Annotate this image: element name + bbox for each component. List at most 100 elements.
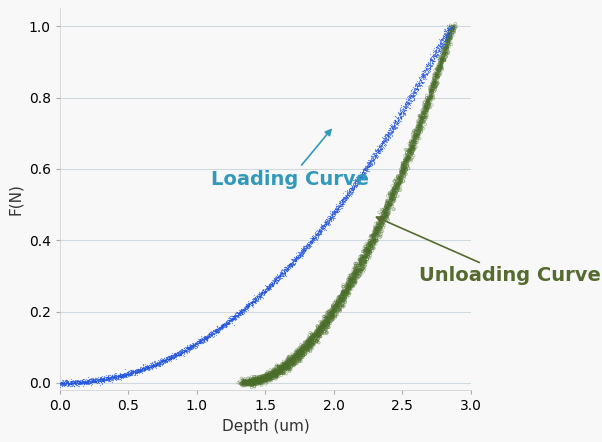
Point — [206, 329, 216, 336]
Point — [61, 380, 70, 387]
Point — [390, 184, 400, 191]
Point — [275, 370, 285, 377]
Point — [321, 222, 331, 229]
Point — [294, 249, 304, 256]
Point — [307, 234, 317, 241]
Point — [225, 317, 234, 324]
Point — [362, 158, 372, 165]
Point — [244, 380, 253, 387]
Point — [63, 380, 72, 387]
Point — [364, 244, 374, 251]
Point — [338, 194, 348, 201]
Point — [281, 271, 290, 278]
Point — [411, 80, 421, 88]
Point — [340, 290, 350, 297]
Point — [118, 372, 128, 379]
Point — [396, 168, 406, 175]
Point — [347, 272, 357, 279]
Point — [335, 300, 344, 307]
Point — [185, 343, 194, 351]
Point — [224, 319, 234, 326]
Point — [176, 352, 186, 359]
Point — [410, 133, 420, 141]
Point — [449, 23, 459, 30]
Point — [381, 135, 391, 142]
Point — [402, 154, 411, 161]
Point — [231, 315, 240, 322]
Point — [324, 320, 334, 327]
Point — [425, 56, 435, 63]
Point — [426, 90, 435, 97]
Point — [442, 42, 452, 49]
Point — [343, 282, 353, 289]
Point — [272, 369, 281, 376]
Point — [258, 289, 267, 296]
Point — [127, 369, 137, 376]
Point — [304, 240, 314, 247]
Point — [271, 370, 281, 377]
Point — [426, 63, 435, 70]
Point — [181, 348, 190, 355]
Point — [444, 32, 454, 39]
Point — [361, 254, 371, 261]
Point — [363, 242, 373, 249]
Point — [424, 61, 434, 69]
Point — [117, 373, 127, 380]
Point — [260, 286, 270, 293]
Point — [372, 154, 382, 161]
Point — [79, 379, 89, 386]
Point — [275, 272, 285, 279]
Point — [338, 197, 347, 204]
Point — [147, 362, 157, 369]
Point — [246, 379, 256, 386]
Point — [344, 192, 353, 199]
Point — [353, 176, 363, 183]
Point — [357, 172, 367, 179]
Point — [419, 118, 429, 125]
Point — [357, 169, 367, 176]
Point — [200, 332, 210, 339]
Point — [429, 91, 438, 99]
Point — [117, 370, 127, 377]
Point — [335, 299, 344, 306]
Point — [111, 374, 121, 381]
Point — [391, 180, 401, 187]
Point — [258, 287, 267, 294]
Point — [249, 296, 258, 303]
Point — [432, 45, 441, 52]
Point — [156, 357, 166, 364]
Point — [377, 206, 386, 213]
Point — [442, 38, 452, 45]
Point — [390, 181, 400, 188]
Point — [373, 222, 383, 229]
Point — [291, 357, 301, 364]
Point — [396, 112, 405, 119]
Point — [409, 88, 419, 95]
Point — [373, 230, 383, 237]
Point — [381, 206, 391, 213]
Point — [105, 373, 114, 381]
Point — [151, 362, 161, 370]
Point — [349, 183, 359, 190]
Point — [102, 375, 111, 382]
Point — [258, 373, 267, 380]
Point — [359, 171, 369, 178]
Point — [88, 378, 98, 385]
Point — [273, 275, 282, 282]
Point — [269, 371, 279, 378]
Point — [263, 373, 273, 380]
Point — [385, 125, 395, 132]
Point — [75, 381, 85, 388]
Point — [410, 131, 420, 138]
Point — [293, 351, 302, 358]
Point — [188, 343, 197, 350]
Point — [247, 377, 256, 384]
Point — [418, 105, 428, 112]
Point — [317, 325, 327, 332]
Point — [115, 375, 125, 382]
Point — [204, 334, 214, 341]
Point — [94, 375, 104, 382]
Point — [271, 366, 281, 373]
Point — [341, 289, 351, 296]
Point — [333, 300, 343, 307]
